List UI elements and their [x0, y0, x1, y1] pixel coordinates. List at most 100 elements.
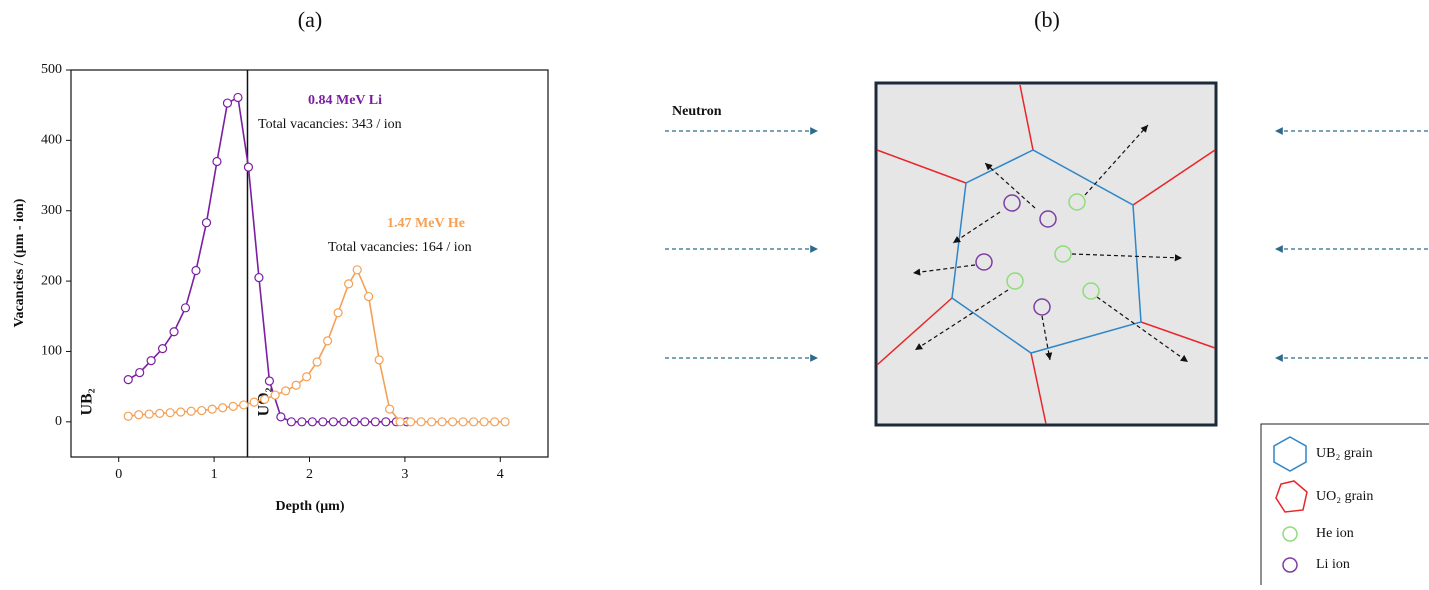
- data-point: [264, 376, 275, 386]
- data-point: [307, 417, 317, 427]
- y-tick-label: 200: [41, 273, 62, 288]
- data-point: [448, 417, 458, 427]
- data-point: [260, 394, 270, 404]
- data-point: [352, 265, 362, 275]
- data-point: [123, 411, 133, 421]
- legend-label: He ion: [1316, 526, 1354, 541]
- data-point: [228, 401, 238, 411]
- data-point: [333, 308, 343, 318]
- data-point: [370, 417, 380, 427]
- x-tick-label: 2: [306, 467, 313, 482]
- data-point: [249, 397, 259, 407]
- ub2-grain: [951, 149, 1142, 354]
- legend-label: Li ion: [1316, 557, 1350, 572]
- x-axis-label: Depth (μm): [276, 499, 345, 514]
- diagram: Neutron UB₂ grain UO₂ grain He ion Li io…: [665, 81, 1429, 590]
- data-point: [374, 355, 384, 365]
- y-tick-label: 500: [41, 62, 62, 77]
- data-point: [381, 417, 391, 427]
- y-tick-label: 100: [41, 344, 62, 359]
- data-point: [302, 372, 312, 382]
- data-point: [312, 357, 322, 367]
- x-tick-label: 1: [211, 467, 218, 482]
- data-point: [180, 303, 191, 313]
- data-point: [135, 367, 145, 378]
- y-tick-label: 0: [55, 414, 62, 429]
- data-point: [323, 336, 333, 346]
- legend-label: UO₂ grain: [1316, 489, 1373, 504]
- annotation: Total vacancies: 164 / ion: [328, 240, 472, 255]
- data-point: [416, 417, 426, 427]
- y-axis-label: Vacancies / (μm - ion): [12, 198, 27, 327]
- data-point: [489, 417, 500, 427]
- data-point: [276, 412, 286, 422]
- data-point: [243, 162, 254, 172]
- x-tick-label: 3: [401, 467, 408, 482]
- series-label: 1.47 MeV He: [387, 216, 465, 231]
- legend-icon: [1273, 436, 1307, 472]
- data-point: [191, 265, 201, 276]
- data-point: [468, 417, 479, 427]
- panel-label: (b): [1034, 7, 1060, 32]
- data-point: [286, 417, 296, 427]
- data-point: [239, 400, 249, 410]
- legend-box: [1260, 423, 1429, 590]
- data-point: [297, 417, 307, 427]
- annotation: Total vacancies: 343 / ion: [258, 117, 402, 132]
- data-point: [157, 344, 168, 354]
- legend-label: UB₂ grain: [1316, 446, 1373, 461]
- ions: [975, 193, 1100, 316]
- data-point: [437, 417, 447, 427]
- series-line: [128, 268, 506, 423]
- data-point: [144, 409, 154, 419]
- x-tick-label: 0: [115, 467, 122, 482]
- data-point: [207, 404, 217, 414]
- data-point: [328, 417, 338, 427]
- data-point: [479, 417, 489, 427]
- uo2-boundaries: [876, 84, 1216, 425]
- data-point: [155, 408, 165, 418]
- data-point: [385, 404, 395, 414]
- data-point: [176, 407, 186, 417]
- data-point: [458, 417, 468, 427]
- data-point: [281, 386, 291, 396]
- series-label: 0.84 MeV Li: [308, 93, 382, 108]
- data-point: [360, 417, 370, 427]
- data-point: [197, 405, 207, 416]
- legend-icon: [1282, 526, 1298, 542]
- y-tick-label: 300: [41, 203, 62, 218]
- data-point: [123, 375, 133, 385]
- data-point: [344, 279, 354, 289]
- data-point: [500, 417, 510, 427]
- data-point: [169, 327, 179, 337]
- data-point: [212, 156, 222, 167]
- data-point: [318, 417, 328, 427]
- data-point: [339, 417, 349, 427]
- data-point: [134, 410, 144, 420]
- data-point: [364, 291, 374, 302]
- data-point: [186, 406, 196, 416]
- data-point: [291, 380, 301, 390]
- data-point: [222, 98, 233, 108]
- ion-tracks: [912, 124, 1189, 363]
- grain-box: [874, 81, 1218, 427]
- data-point: [395, 417, 405, 427]
- data-point: [165, 408, 175, 418]
- legend-icon: [1282, 557, 1298, 573]
- panel-label: (a): [298, 7, 322, 32]
- data-point: [270, 390, 280, 400]
- data-point: [218, 403, 228, 413]
- data-point: [349, 417, 359, 427]
- data-point: [254, 272, 264, 283]
- data-point: [233, 92, 243, 103]
- neutron-label: Neutron: [672, 104, 722, 119]
- neutron-arrows: [665, 127, 1428, 362]
- x-tick-label: 4: [497, 467, 504, 482]
- data-point: [146, 356, 156, 366]
- series-line: [127, 96, 407, 423]
- data-point: [427, 417, 437, 427]
- y-tick-label: 400: [41, 133, 62, 148]
- data-point: [406, 417, 416, 427]
